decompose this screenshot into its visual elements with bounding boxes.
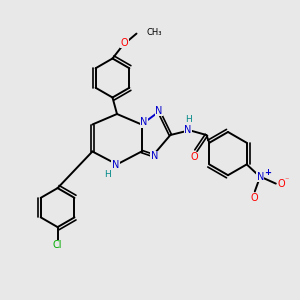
Text: Cl: Cl — [53, 240, 62, 250]
Text: O: O — [277, 178, 285, 189]
Text: N: N — [112, 160, 119, 170]
Text: O: O — [190, 152, 198, 162]
Text: +: + — [264, 168, 271, 177]
Text: N: N — [151, 151, 158, 161]
Text: N: N — [140, 117, 148, 127]
Text: H: H — [104, 169, 111, 178]
Text: O: O — [251, 193, 259, 203]
Text: N: N — [184, 124, 191, 135]
Text: CH₃: CH₃ — [147, 28, 163, 37]
Text: ⁻: ⁻ — [284, 176, 289, 184]
Text: O: O — [121, 38, 128, 48]
Text: N: N — [256, 172, 264, 182]
Text: N: N — [155, 106, 163, 116]
Text: H: H — [185, 116, 192, 124]
